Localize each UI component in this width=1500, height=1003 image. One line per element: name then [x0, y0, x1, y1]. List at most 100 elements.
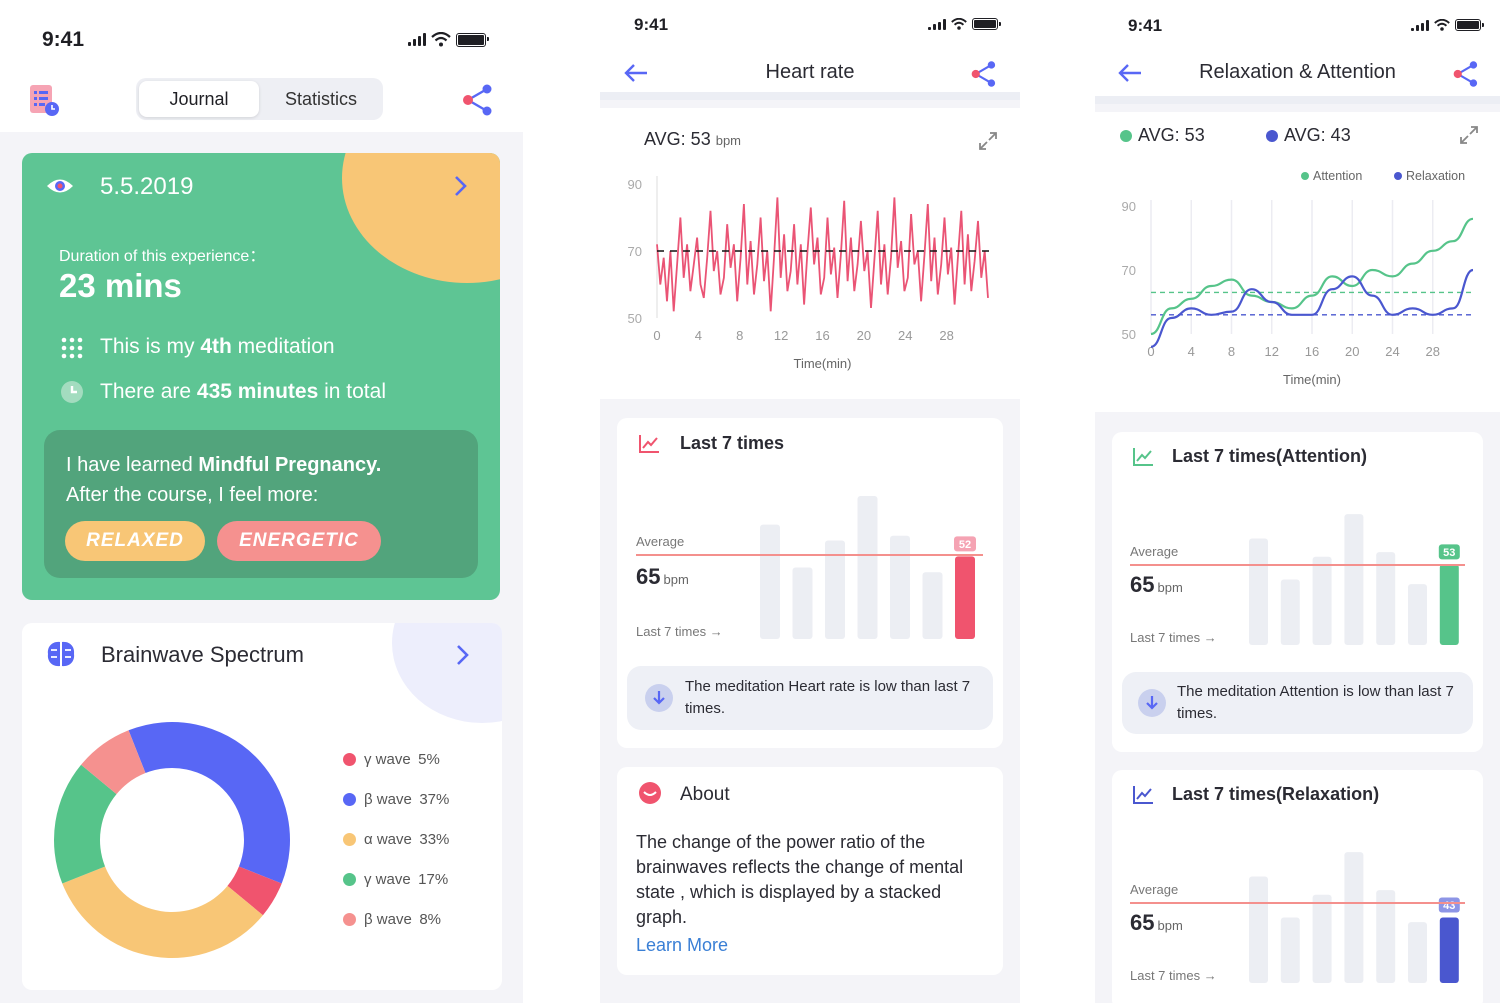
x-axis-label: Time(min) [793, 356, 851, 371]
donut-slice [62, 866, 263, 958]
relax-chart-panel: AVG: 53 AVG: 43 0 4 8 12 16 20 24 28 90 70 50 Time(… [1095, 112, 1500, 412]
tab-statistics[interactable]: Statistics [284, 88, 358, 109]
x-tick-label: 8 [736, 328, 743, 343]
top-bar: 9:41 Relaxation & Attention [1095, 0, 1500, 104]
back-arrow-icon[interactable] [623, 63, 649, 83]
value-badge [954, 536, 976, 552]
summary-box: The meditation Attention is low than las… [1122, 672, 1473, 734]
battery-icon [456, 32, 489, 47]
status-icons [1411, 19, 1484, 31]
y-tick-label: 70 [1122, 263, 1136, 278]
series-line [1150, 268, 1474, 348]
chevron-right-icon[interactable] [456, 644, 470, 666]
x-tick-label: 16 [815, 328, 829, 343]
donut-slice [227, 866, 282, 916]
average-label: Average [1130, 882, 1179, 897]
brainwave-card[interactable]: Brainwave Spectrum γ wave 5% β wave 37% α … [22, 623, 502, 990]
avg-attention: AVG: 53 [1120, 125, 1205, 146]
history-bar [825, 540, 845, 639]
learned-text: I have learned Mindful Pregnancy. [66, 454, 382, 476]
x-tick-label: 20 [1345, 344, 1359, 359]
x-tick-label: 28 [1426, 344, 1440, 359]
heart-rate-line-chart: 0 4 8 12 16 20 24 28 90 70 50 Time(min) [628, 176, 994, 371]
legend-label: Relaxation [1406, 169, 1465, 183]
x-tick-label: 28 [939, 328, 953, 343]
signal-icon [408, 33, 426, 46]
legend-dot [343, 873, 356, 886]
average-value: 65 bpm [636, 564, 689, 589]
x-tick-label: 24 [898, 328, 912, 343]
last7-link[interactable]: Last 7 times → [1130, 630, 1217, 645]
wifi-icon [431, 32, 451, 47]
last7-link[interactable]: Last 7 times → [636, 624, 723, 639]
session-card[interactable]: 5.5.2019 Duration of this experience： 23… [22, 153, 500, 600]
history-bar [1408, 922, 1427, 983]
legend-item: α wave 33% [343, 831, 449, 848]
heart-rate-line [656, 197, 989, 312]
expand-icon[interactable] [1458, 124, 1480, 146]
donut-slice [128, 722, 290, 884]
y-tick-label: 90 [628, 177, 642, 192]
journal-list-icon[interactable] [29, 84, 61, 118]
value-badge [1438, 897, 1460, 913]
expand-icon[interactable] [977, 130, 999, 152]
brain-icon [47, 641, 75, 667]
tab-journal[interactable]: Journal [139, 81, 259, 117]
share-icon[interactable] [1452, 60, 1480, 88]
legend-label: Attention [1313, 169, 1362, 183]
decorative-blob [342, 153, 500, 283]
session-date: 5.5.2019 [100, 173, 194, 200]
legend-label: γ wave 17% [364, 871, 449, 888]
trend-chart-icon [1133, 786, 1153, 804]
relaxation-title: Last 7 times(Relaxation) [1172, 784, 1380, 804]
history-bar [890, 535, 910, 639]
wifi-icon [1434, 19, 1450, 31]
about-text: The change of the power ratio of the bra… [636, 832, 964, 927]
last7-title: Last 7 times [680, 433, 785, 453]
last7-card[interactable]: Last 7 times Average 65 bpm Last 7 times … [617, 418, 1003, 748]
donut-slice [81, 730, 146, 795]
status-time: 9:41 [634, 15, 669, 34]
last7-link[interactable]: Last 7 times → [1130, 968, 1217, 983]
segmented-control: Journal Statistics [136, 78, 383, 120]
history-bar [1280, 917, 1300, 983]
history-bar [1408, 584, 1427, 645]
down-arrow-icon [1138, 689, 1166, 717]
history-bar [857, 496, 878, 639]
relaxation-bar-chart: 43 [1130, 852, 1465, 983]
top-bar: 9:41 Journal Statistics [0, 0, 523, 132]
legend-item: γ wave 17% [343, 871, 448, 888]
signal-icon [928, 18, 946, 30]
x-tick-label: 4 [695, 328, 702, 343]
meditation-count-text: This is my 4th meditation [100, 335, 335, 358]
back-arrow-icon[interactable] [1117, 63, 1143, 83]
mood-tag-energetic[interactable]: ENERGETIC [217, 521, 381, 561]
learn-more-link[interactable]: Learn More [636, 935, 729, 955]
brainwave-donut-chart [54, 722, 290, 958]
y-tick-label: 90 [1122, 199, 1136, 214]
x-tick-label: 4 [1188, 344, 1195, 359]
legend-label: β wave 37% [364, 791, 450, 808]
current-bar [955, 556, 975, 639]
legend-dot [1301, 172, 1309, 180]
x-tick-label: 0 [1147, 344, 1154, 359]
relaxation-card[interactable]: Last 7 times(Relaxation) Average 65 bpm L… [1112, 770, 1483, 1003]
legend-label: β wave 8% [364, 911, 441, 928]
grid-dots-icon [61, 337, 83, 359]
history-bar [1249, 538, 1268, 645]
history-bar [1344, 852, 1364, 983]
chevron-right-icon[interactable] [454, 175, 468, 197]
heart-chart-panel: AVG: 53 bpm 0 4 8 12 16 20 24 28 90 70 50 Time(min) [600, 108, 1020, 399]
donut-slice [54, 764, 117, 884]
share-icon[interactable] [461, 83, 495, 117]
mood-tag-relaxed[interactable]: RELAXED [65, 521, 205, 561]
duration-value: 23 mins [59, 267, 182, 304]
down-arrow-icon [645, 684, 673, 712]
value-label: 52 [959, 539, 971, 551]
share-icon[interactable] [970, 60, 998, 88]
x-tick-label: 20 [857, 328, 871, 343]
attention-card[interactable]: Last 7 times(Attention) Average 65 bpm La… [1112, 432, 1483, 752]
legend-label: α wave 33% [364, 831, 450, 848]
avg-relaxation: AVG: 43 [1266, 125, 1351, 146]
journal-screen: 9:41 Journal Statistics 5.5.2019 Duratio… [0, 0, 523, 1003]
